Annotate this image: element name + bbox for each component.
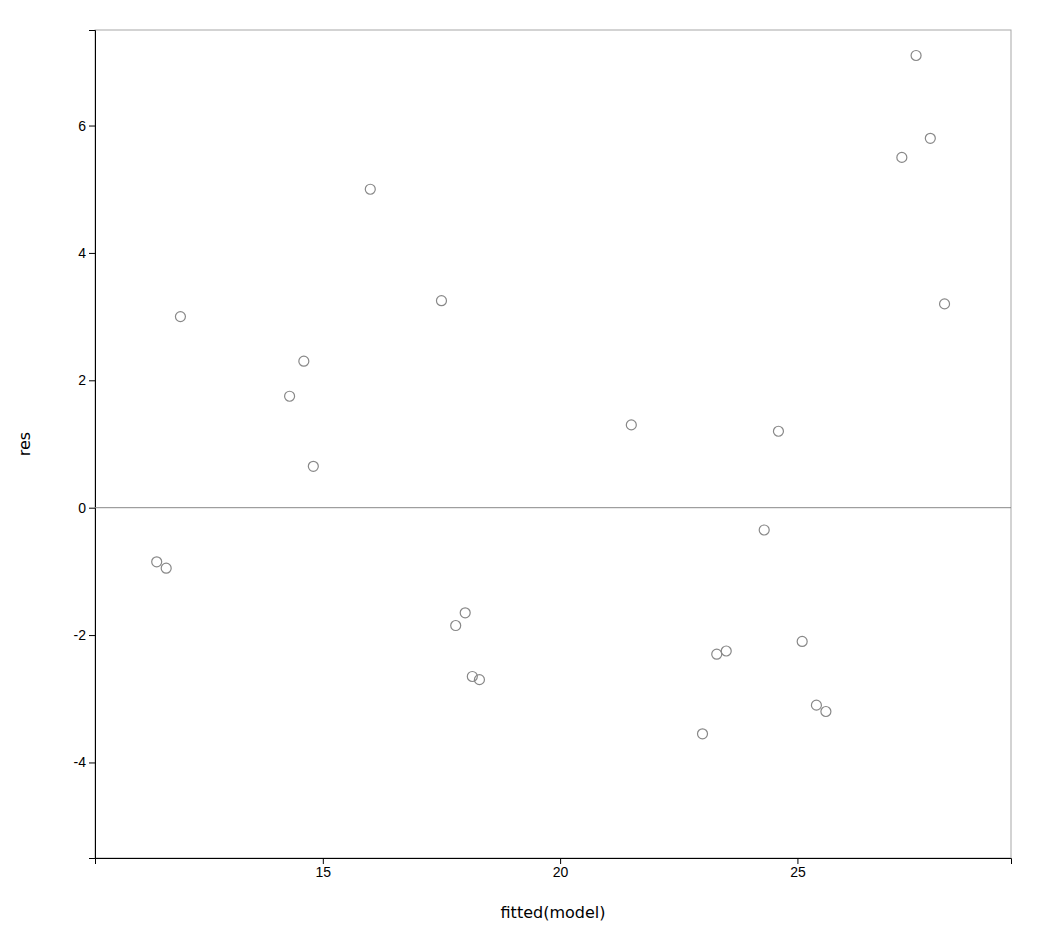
- y-tick-mark: [89, 126, 95, 127]
- y-axis-line: [89, 31, 96, 859]
- point: [451, 621, 461, 631]
- y-tick-label: -4: [74, 754, 87, 770]
- point: [365, 184, 375, 194]
- y-tick: 0: [78, 500, 95, 516]
- point: [797, 636, 807, 646]
- point: [759, 525, 769, 535]
- point: [821, 707, 831, 717]
- point: [925, 133, 935, 143]
- point: [436, 296, 446, 306]
- point: [712, 649, 722, 659]
- y-tick-mark: [89, 635, 95, 636]
- point: [175, 312, 185, 322]
- y-tick-mark: [89, 380, 95, 381]
- chart: 15 20 25 -4 -2 0 2 4 6 fitted(model) res: [0, 0, 1041, 943]
- x-axis-title: fitted(model): [501, 903, 606, 922]
- y-axis-title: res: [15, 432, 34, 456]
- point: [897, 152, 907, 162]
- x-tick: 25: [790, 858, 806, 880]
- reference-line: [95, 507, 1011, 508]
- x-tick: 15: [316, 858, 332, 880]
- point: [152, 557, 162, 567]
- x-tick: 20: [553, 858, 569, 880]
- point: [721, 646, 731, 656]
- point: [940, 299, 950, 309]
- marks: [95, 50, 1011, 738]
- point: [626, 420, 636, 430]
- point: [773, 426, 783, 436]
- point: [161, 563, 171, 573]
- x-axis: 15 20 25: [96, 858, 1012, 880]
- y-tick-label: 2: [78, 372, 86, 388]
- y-tick-label: 6: [78, 118, 86, 134]
- point: [299, 356, 309, 366]
- point: [911, 50, 921, 60]
- point: [285, 391, 295, 401]
- y-tick-label: 4: [78, 245, 86, 261]
- y-tick: 6: [78, 118, 95, 134]
- y-tick: 4: [78, 245, 95, 261]
- y-tick-mark: [89, 508, 95, 509]
- y-tick-mark: [89, 762, 95, 763]
- y-axis: -4 -2 0 2 4 6: [74, 31, 96, 859]
- y-tick: 2: [78, 372, 95, 388]
- x-tick-label: 15: [316, 864, 332, 880]
- y-tick-mark: [89, 253, 95, 254]
- y-tick: -2: [74, 627, 95, 643]
- y-tick: -4: [74, 754, 95, 770]
- x-tick-label: 20: [553, 864, 569, 880]
- point: [474, 675, 484, 685]
- point: [811, 700, 821, 710]
- plot-frame: [95, 30, 1011, 858]
- y-tick-label: 0: [78, 500, 86, 516]
- point: [460, 608, 470, 618]
- plot: 15 20 25 -4 -2 0 2 4 6: [74, 30, 1012, 880]
- y-tick-label: -2: [74, 627, 87, 643]
- point: [698, 729, 708, 739]
- x-tick-label: 25: [790, 864, 806, 880]
- point: [308, 461, 318, 471]
